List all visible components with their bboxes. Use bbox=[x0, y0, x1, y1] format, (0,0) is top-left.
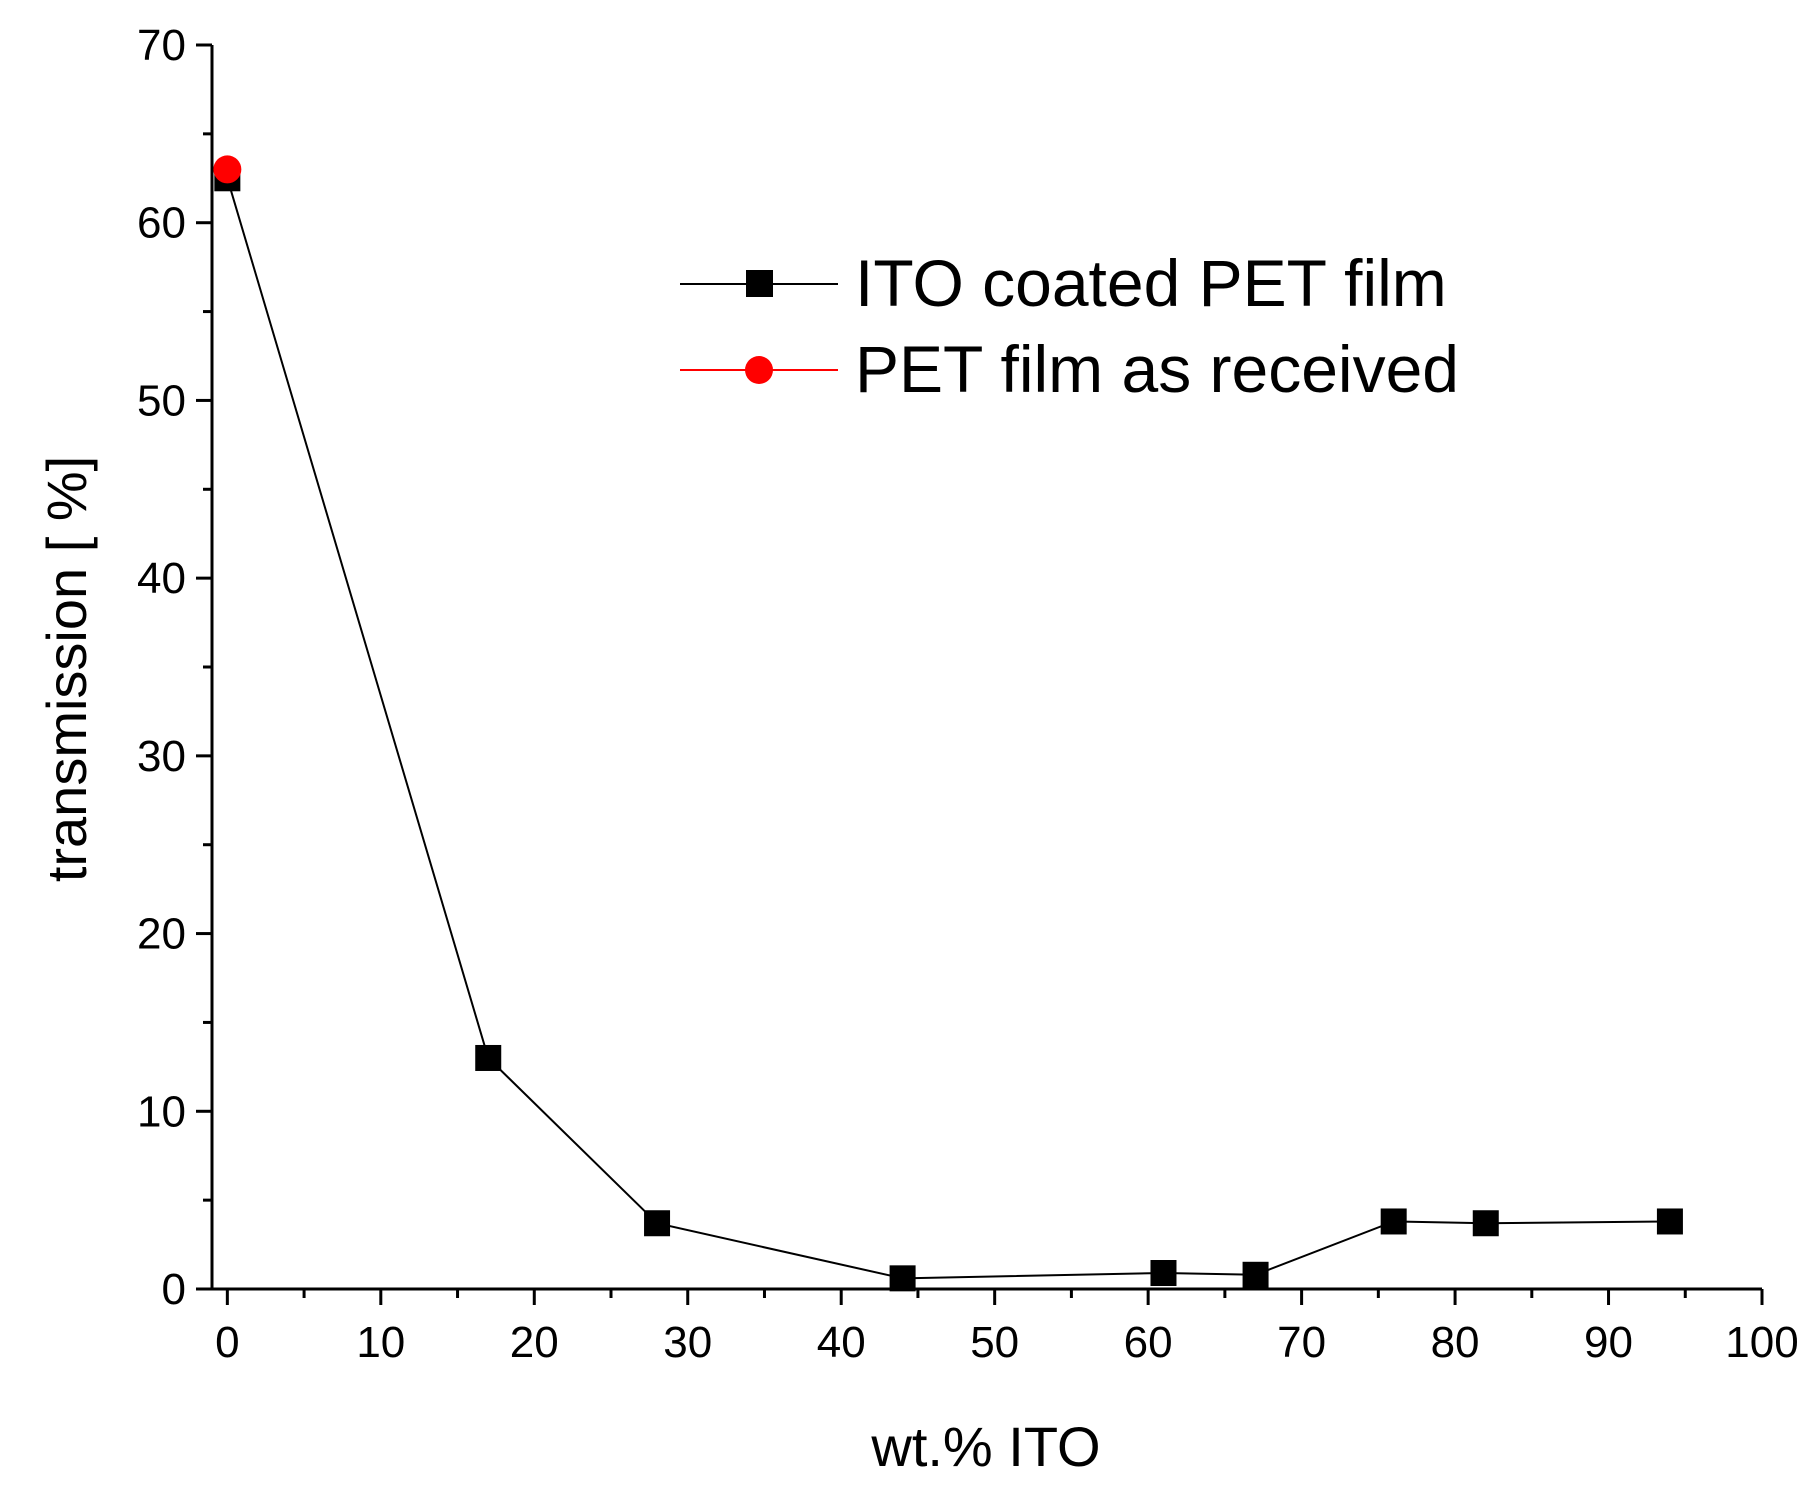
y-tick-label: 0 bbox=[162, 1265, 186, 1314]
data-point-square bbox=[889, 1265, 916, 1292]
data-point-square bbox=[1380, 1208, 1407, 1235]
x-tick-label: 90 bbox=[1584, 1318, 1633, 1367]
x-tick-label: 80 bbox=[1431, 1318, 1480, 1367]
x-tick-label: 70 bbox=[1277, 1318, 1326, 1367]
y-tick-label: 20 bbox=[137, 910, 186, 959]
data-point-square bbox=[1656, 1208, 1683, 1235]
x-tick-label: 60 bbox=[1124, 1318, 1173, 1367]
x-tick-label: 50 bbox=[970, 1318, 1019, 1367]
x-tick-label: 10 bbox=[356, 1318, 405, 1367]
y-tick-label: 60 bbox=[137, 199, 186, 248]
y-axis-title: transmission [ %] bbox=[35, 456, 98, 882]
x-tick-label: 30 bbox=[663, 1318, 712, 1367]
y-tick-label: 10 bbox=[137, 1087, 186, 1136]
x-tick-label: 40 bbox=[817, 1318, 866, 1367]
y-axis-ticks: 0 10 20 30 40 50 60 70 bbox=[137, 21, 212, 1314]
x-tick-label: 0 bbox=[215, 1318, 239, 1367]
x-axis-ticks: 0 10 20 30 40 50 60 70 80 90 100 bbox=[215, 1289, 1799, 1367]
legend-label-pet-received: PET film as received bbox=[855, 332, 1459, 406]
series-0 bbox=[214, 165, 1683, 1292]
data-point-square bbox=[644, 1210, 671, 1237]
y-tick-label: 70 bbox=[137, 21, 186, 70]
legend: ITO coated PET film PET film as received bbox=[680, 246, 1459, 406]
plot-series bbox=[213, 155, 1683, 1292]
x-tick-label: 100 bbox=[1725, 1318, 1798, 1367]
legend-label-ito-coated: ITO coated PET film bbox=[855, 246, 1447, 320]
data-point-circle bbox=[213, 155, 242, 184]
y-tick-label: 30 bbox=[137, 732, 186, 781]
legend-entry-pet-received: PET film as received bbox=[680, 332, 1459, 406]
data-point-square bbox=[475, 1044, 502, 1071]
data-point-square bbox=[1150, 1260, 1177, 1287]
y-tick-label: 50 bbox=[137, 376, 186, 425]
x-tick-label: 20 bbox=[510, 1318, 559, 1367]
y-tick-label: 40 bbox=[137, 554, 186, 603]
x-axis-title: wt.% ITO bbox=[870, 1415, 1100, 1478]
series-1 bbox=[213, 155, 242, 184]
legend-entry-ito-coated: ITO coated PET film bbox=[680, 246, 1447, 320]
data-point-square bbox=[1242, 1261, 1269, 1288]
data-point-square bbox=[1472, 1210, 1499, 1237]
legend-marker-square bbox=[746, 270, 773, 297]
legend-marker-circle bbox=[745, 356, 773, 384]
